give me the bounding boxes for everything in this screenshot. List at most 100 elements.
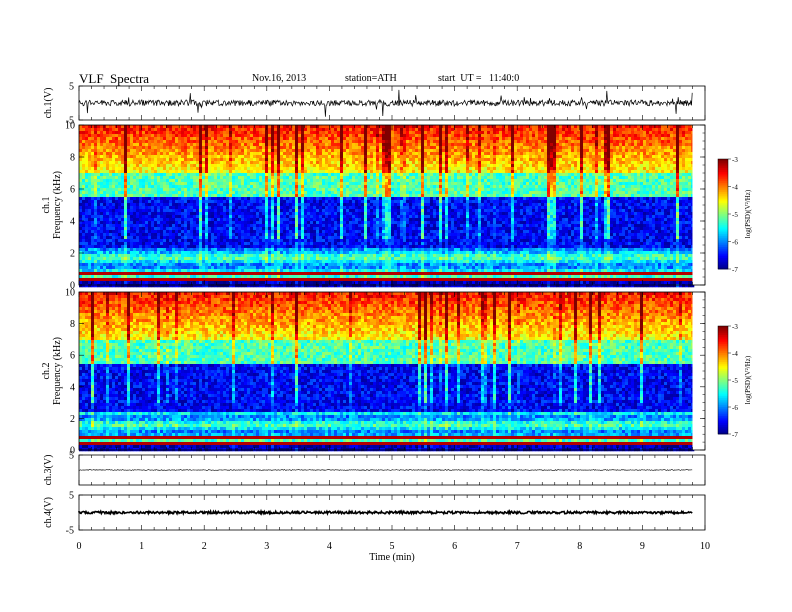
spectrogram-cell [289, 188, 293, 192]
spectrogram-cell [343, 140, 347, 144]
spectrogram-cell [217, 218, 221, 222]
spectrogram-cell [178, 140, 182, 144]
spectrogram-cell [112, 275, 116, 279]
spectrogram-cell [283, 275, 287, 279]
spectrogram-cell [349, 230, 353, 234]
spectrogram-cell [136, 167, 140, 171]
spectrogram-cell [286, 188, 290, 192]
spectrogram-cell [172, 278, 176, 282]
spectrogram-cell [250, 203, 254, 207]
spectrogram-cell [238, 176, 242, 180]
spectrogram-cell [163, 218, 167, 222]
spectrogram-cell [235, 245, 239, 249]
spectrogram-cell [280, 137, 284, 141]
spectrogram-cell [157, 260, 161, 264]
spectrogram-cell [187, 227, 191, 231]
spectrogram-cell [286, 227, 290, 231]
spectrogram-cell [121, 245, 125, 249]
spectrogram-cell [223, 194, 227, 198]
spectrogram-cell [298, 164, 302, 168]
spectrogram-cell [310, 191, 314, 195]
spectrogram-cell [211, 209, 215, 213]
spectrogram-cell [208, 152, 212, 156]
spectrogram-cell [289, 212, 293, 216]
spectrogram-cell [112, 215, 116, 219]
spectrogram-cell [169, 215, 173, 219]
spectrogram-cell [262, 218, 266, 222]
spectrogram-cell [274, 161, 278, 165]
spectrogram-cell [268, 236, 272, 240]
spectrogram-cell [322, 158, 326, 162]
spectrogram-cell [118, 140, 122, 144]
spectrogram-cell [103, 152, 107, 156]
spectrogram-cell [238, 218, 242, 222]
spectrogram-cell [190, 209, 194, 213]
spectrogram-cell [328, 143, 332, 147]
spectrogram-cell [145, 125, 149, 129]
spectrogram-cell [118, 170, 122, 174]
spectrogram-cell [166, 161, 170, 165]
spectrogram-cell [322, 260, 326, 264]
spectrogram-cell [190, 284, 194, 288]
spectrogram-cell [346, 215, 350, 219]
spectrogram-cell [286, 263, 290, 267]
spectrogram-cell [133, 191, 137, 195]
spectrogram-cell [85, 245, 89, 249]
spectrogram-cell [271, 254, 275, 258]
spectrogram-cell [346, 248, 350, 252]
spectrogram-cell [85, 227, 89, 231]
spectrogram-cell [121, 218, 125, 222]
spectrogram-cell [292, 215, 296, 219]
spectrogram-cell [343, 125, 347, 129]
spectrogram-cell [160, 197, 164, 201]
spectrogram-cell [151, 131, 155, 135]
spectrogram-cell [289, 164, 293, 168]
spectrogram-cell [145, 248, 149, 252]
spectrogram-cell [205, 185, 209, 189]
spectrogram-cell [295, 218, 299, 222]
spectrogram-cell [232, 164, 236, 168]
spectrogram-cell [148, 200, 152, 204]
spectrogram-cell [298, 224, 302, 228]
spectrogram-cell [262, 191, 266, 195]
spectrogram-cell [82, 251, 86, 255]
spectrogram-cell [247, 188, 251, 192]
spectrogram-cell [118, 173, 122, 177]
spectrogram-cell [346, 269, 350, 273]
spectrogram-cell [325, 143, 329, 147]
spectrogram-cell [274, 176, 278, 180]
spectrogram-cell [331, 260, 335, 264]
spectrogram-cell [175, 191, 179, 195]
spectrogram-cell [316, 125, 320, 129]
spectrogram-cell [235, 233, 239, 237]
spectrogram-cell [217, 266, 221, 270]
spectrogram-cell [229, 233, 233, 237]
spectrogram-cell [298, 191, 302, 195]
spectrogram-cell [166, 170, 170, 174]
spectrogram-cell [340, 194, 344, 198]
spectrogram-cell [319, 257, 323, 261]
spectrogram-cell [193, 152, 197, 156]
spectrogram-cell [97, 242, 101, 246]
spectrogram-cell [277, 179, 281, 183]
spectrogram-cell [109, 221, 113, 225]
spectrogram-cell [175, 278, 179, 282]
spectrogram-cell [322, 164, 326, 168]
spectrogram-cell [220, 251, 224, 255]
spectrogram-cell [130, 248, 134, 252]
spectrogram-cell [295, 179, 299, 183]
spectrogram-cell [256, 203, 260, 207]
spectrogram-cell [124, 215, 128, 219]
spectrogram-cell [127, 269, 131, 273]
spectrogram-cell [208, 161, 212, 165]
spectrogram-cell [343, 182, 347, 186]
spectrogram-cell [262, 173, 266, 177]
spectrogram-cell [136, 233, 140, 237]
spectrogram-cell [250, 257, 254, 261]
spectrogram-cell [277, 152, 281, 156]
spectrogram-cell [232, 185, 236, 189]
spectrogram-cell [346, 125, 350, 129]
spectrogram-cell [235, 137, 239, 141]
spectrogram-cell [184, 275, 188, 279]
spectrogram-cell [277, 176, 281, 180]
